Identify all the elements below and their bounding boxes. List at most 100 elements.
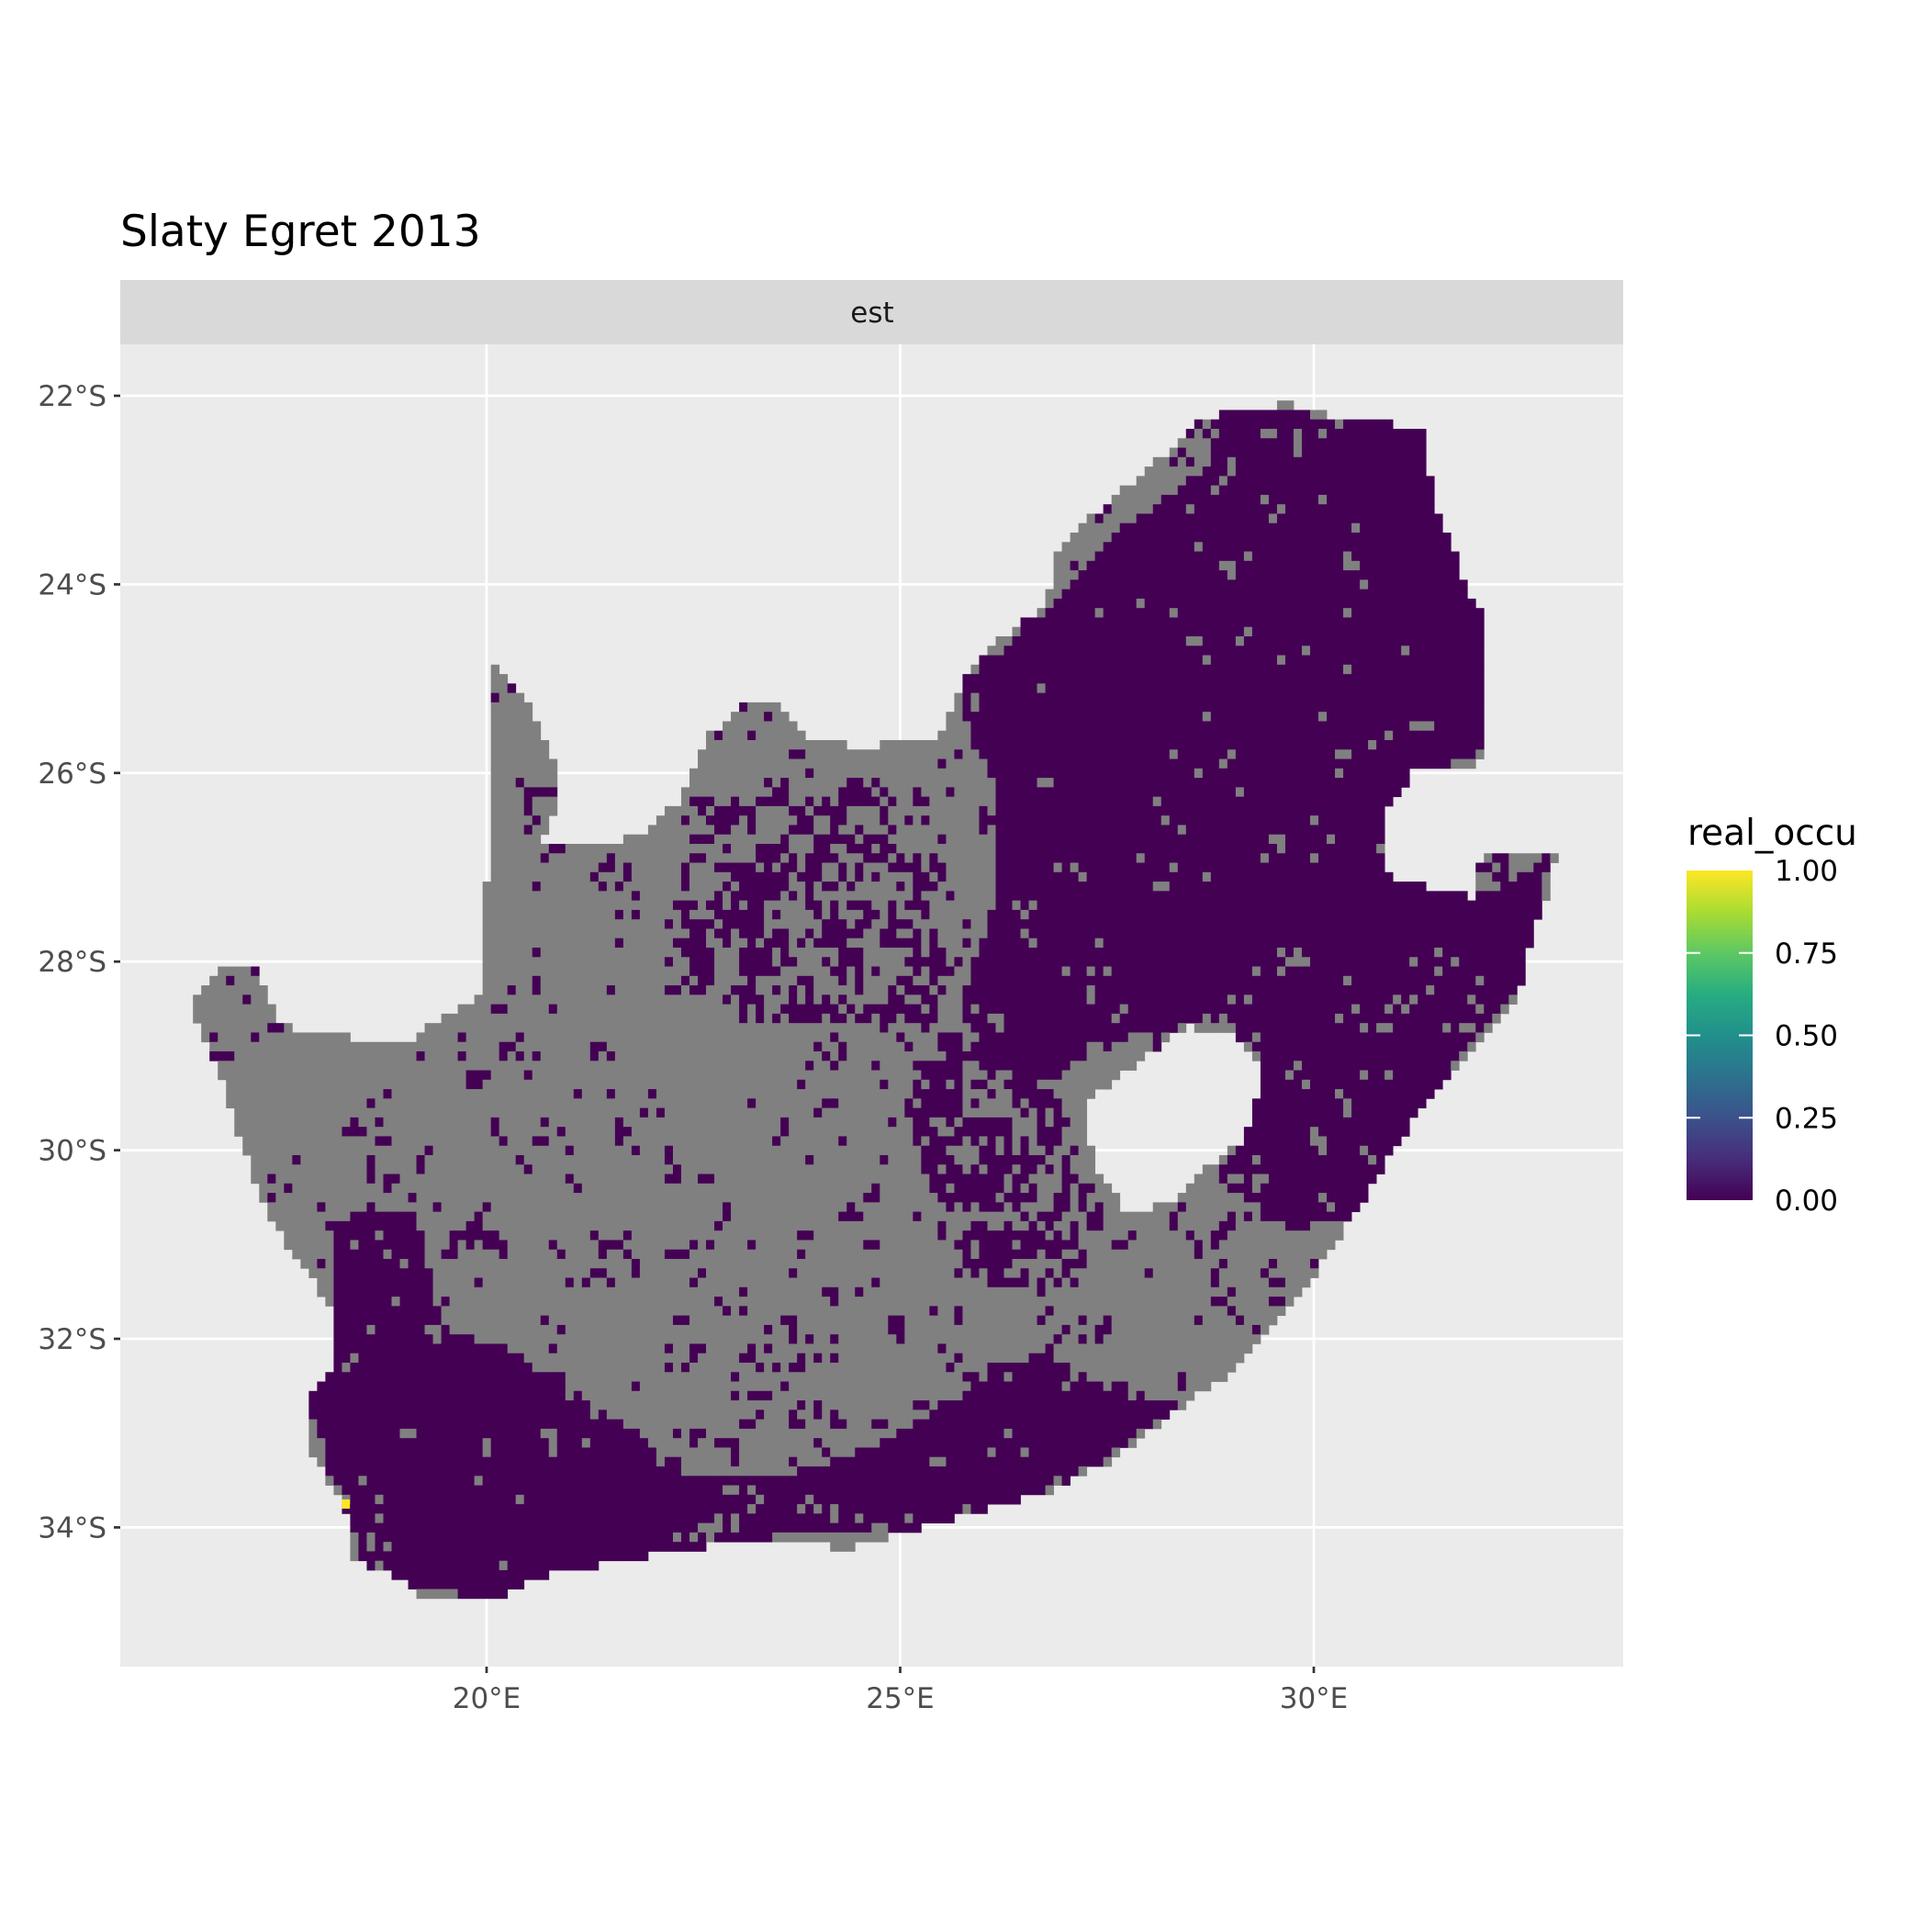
raster-cell	[425, 1363, 433, 1373]
raster-cell	[599, 1297, 607, 1307]
raster-cell	[466, 1230, 475, 1241]
raster-cell	[723, 1202, 731, 1212]
raster-cell	[557, 910, 566, 920]
raster-cell	[366, 1089, 375, 1099]
raster-cell	[607, 1240, 615, 1250]
raster-cell	[665, 938, 673, 949]
raster-cell	[731, 863, 739, 873]
raster-cell	[830, 1108, 838, 1118]
raster-cell	[400, 1354, 409, 1364]
raster-cell	[425, 1032, 433, 1042]
raster-cell	[706, 1429, 714, 1439]
raster-cell	[524, 702, 532, 713]
raster-cell	[805, 797, 813, 807]
raster-cell	[433, 1551, 442, 1561]
raster-cell	[797, 1164, 805, 1174]
raster-cell	[706, 1533, 714, 1543]
raster-cell	[706, 1438, 714, 1448]
raster-cell	[747, 1108, 756, 1118]
raster-cell	[689, 1316, 698, 1326]
raster-cell	[797, 967, 805, 977]
raster-cell	[739, 1429, 747, 1439]
raster-cell	[640, 1343, 648, 1354]
raster-cell	[491, 1523, 499, 1533]
raster-cell	[483, 1523, 491, 1533]
raster-cell	[566, 948, 574, 958]
raster-cell	[615, 967, 623, 977]
raster-cell	[574, 1447, 582, 1457]
raster-cell	[764, 938, 772, 949]
raster-cell	[656, 1306, 665, 1316]
raster-cell	[541, 1155, 549, 1165]
raster-cell	[358, 1061, 366, 1071]
raster-cell	[830, 787, 838, 797]
raster-cell	[599, 1466, 607, 1477]
raster-cell	[384, 1259, 392, 1269]
raster-cell	[566, 1513, 574, 1523]
raster-cell	[300, 1164, 308, 1174]
raster-cell	[599, 1457, 607, 1467]
raster-cell	[756, 1202, 764, 1212]
raster-cell	[656, 910, 665, 920]
raster-cell	[772, 901, 780, 911]
raster-cell	[317, 1071, 325, 1081]
raster-cell	[590, 1533, 599, 1543]
raster-cell	[475, 1202, 483, 1212]
raster-cell	[706, 1363, 714, 1373]
raster-cell	[648, 1533, 656, 1543]
raster-cell	[689, 1174, 698, 1185]
raster-cell	[532, 1202, 541, 1212]
raster-cell	[366, 1174, 375, 1185]
raster-cell	[599, 1542, 607, 1552]
raster-cell	[623, 1014, 632, 1024]
raster-cell	[491, 683, 499, 693]
raster-cell	[358, 1089, 366, 1099]
raster-cell	[689, 891, 698, 901]
raster-cell	[491, 1032, 499, 1042]
plot-title: Slaty Egret 2013	[120, 207, 481, 257]
raster-cell	[731, 891, 739, 901]
raster-cell	[764, 1032, 772, 1042]
raster-cell	[714, 1146, 723, 1156]
raster-cell	[780, 1071, 789, 1081]
raster-cell	[574, 901, 582, 911]
raster-cell	[466, 1193, 475, 1203]
raster-cell	[350, 1164, 358, 1174]
raster-cell	[409, 1193, 417, 1203]
raster-cell	[698, 1486, 706, 1496]
raster-cell	[805, 1221, 813, 1231]
raster-cell	[499, 853, 508, 863]
raster-cell	[615, 1466, 623, 1477]
raster-cell	[714, 1005, 723, 1015]
raster-cell	[491, 721, 499, 731]
raster-cell	[541, 1089, 549, 1099]
raster-cell	[822, 1410, 830, 1420]
raster-cell	[566, 1042, 574, 1052]
raster-cell	[566, 853, 574, 863]
raster-cell	[648, 976, 656, 986]
raster-cell	[739, 1221, 747, 1231]
raster-cell	[275, 1202, 284, 1212]
raster-cell	[599, 1447, 607, 1457]
raster-cell	[805, 1533, 813, 1543]
raster-cell	[747, 976, 756, 986]
raster-cell	[681, 1287, 689, 1297]
raster-cell	[350, 1118, 358, 1128]
raster-cell	[623, 1127, 632, 1137]
raster-cell	[813, 901, 822, 911]
raster-cell	[491, 1476, 499, 1486]
raster-cell	[417, 1230, 425, 1241]
raster-cell	[739, 731, 747, 741]
raster-cell	[681, 797, 689, 807]
raster-cell	[409, 1240, 417, 1250]
raster-cell	[508, 1504, 516, 1514]
raster-cell	[822, 1466, 830, 1477]
raster-cell	[566, 994, 574, 1005]
raster-cell	[756, 1014, 764, 1024]
raster-cell	[491, 1042, 499, 1052]
raster-cell	[308, 1127, 317, 1137]
raster-cell	[566, 1268, 574, 1278]
raster-cell	[483, 1202, 491, 1212]
raster-cell	[582, 1127, 590, 1137]
raster-cell	[508, 844, 516, 854]
